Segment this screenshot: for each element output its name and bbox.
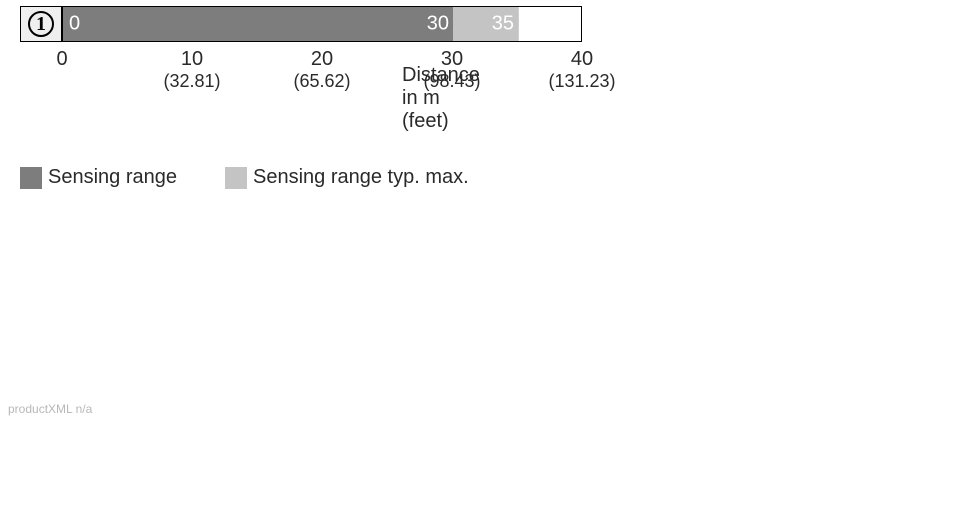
sensing-range-bar — [63, 7, 453, 41]
footer-note: productXML n/a — [8, 402, 92, 416]
legend-item: Sensing range typ. max. — [225, 166, 469, 189]
legend-label: Sensing range — [48, 166, 177, 189]
tick-label: 40(131.23) — [548, 48, 615, 92]
legend-swatch — [20, 167, 42, 189]
sensing-range-max-end-label: 35 — [492, 13, 514, 36]
tick-label: 20(65.62) — [293, 48, 350, 92]
legend-label: Sensing range typ. max. — [253, 166, 469, 189]
tick-label: 10(32.81) — [163, 48, 220, 92]
row-marker: 1 — [20, 6, 62, 42]
chart-row: 1 03035 — [20, 6, 469, 42]
sensing-range-start-label: 0 — [69, 13, 80, 36]
row-marker-label: 1 — [28, 11, 54, 37]
grid-line — [518, 7, 519, 41]
sensing-range-chart: 1 03035 010(32.81)20(65.62)30(98.43)40(1… — [20, 6, 469, 189]
axis-title: Distance in m (feet) — [402, 64, 480, 133]
legend: Sensing range Sensing range typ. max. — [20, 166, 469, 189]
sensing-range-end-label: 30 — [427, 13, 449, 36]
legend-item: Sensing range — [20, 166, 177, 189]
legend-swatch — [225, 167, 247, 189]
tick-label: 0 — [56, 48, 67, 71]
bar-area: 0 30 35 — [62, 6, 582, 42]
